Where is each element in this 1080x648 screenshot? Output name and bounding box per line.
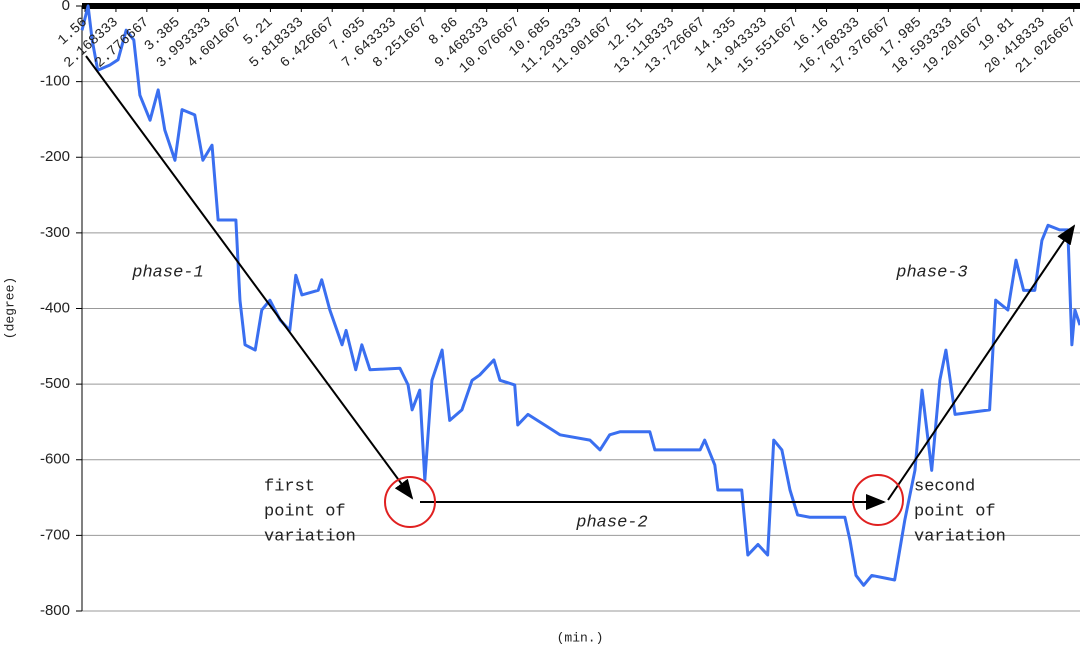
- annotation: point of: [914, 502, 996, 521]
- y-tick-label: -100: [40, 73, 70, 90]
- x-axis-label: (min.): [557, 630, 604, 645]
- annotation: second: [914, 477, 975, 496]
- variation-circle: [852, 474, 904, 526]
- annotation: phase-1: [131, 263, 203, 282]
- arrow: [85, 55, 414, 500]
- y-tick-label: -600: [40, 451, 70, 468]
- y-tick-label: -300: [40, 224, 70, 241]
- annotation: variation: [264, 527, 356, 546]
- annotation: first: [264, 477, 315, 496]
- variation-circle: [384, 476, 436, 528]
- y-axis-label: (degree): [2, 277, 17, 339]
- y-tick-label: -400: [40, 299, 70, 316]
- annotation: phase-2: [575, 513, 647, 532]
- annotation: variation: [914, 527, 1006, 546]
- annotation: point of: [264, 502, 346, 521]
- data-line: [80, 4, 1080, 587]
- y-tick-label: 0: [62, 0, 70, 14]
- y-tick-label: -200: [40, 148, 70, 165]
- arrow: [887, 224, 1076, 501]
- y-tick-label: -500: [40, 375, 70, 392]
- y-tick-label: -800: [40, 602, 70, 619]
- y-tick-label: -700: [40, 526, 70, 543]
- arrows: [85, 55, 1076, 510]
- annotation: phase-3: [895, 263, 967, 282]
